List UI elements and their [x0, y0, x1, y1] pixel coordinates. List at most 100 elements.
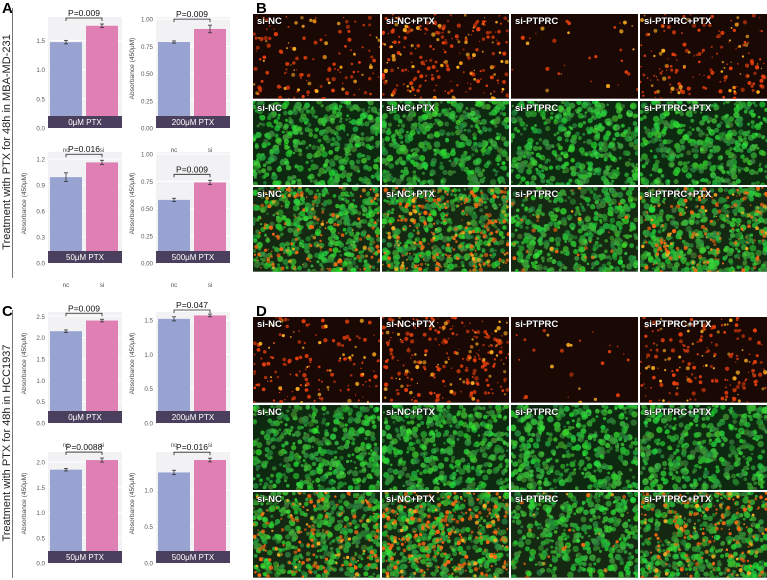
p-value-label: P=0.009 [68, 303, 100, 313]
bar-si [86, 321, 118, 423]
y-tick-label: 1.5 [36, 356, 45, 363]
micrograph-merge-3: si-PTPRC+PTX [640, 187, 767, 272]
y-tick-label: 1.0 [36, 67, 45, 74]
micrograph-label: si-PTPRC [515, 16, 558, 27]
y-tick-label: 0.00 [141, 261, 154, 268]
micrograph-label: si-NC [257, 103, 282, 114]
micrograph-red-3: si-PTPRC+PTX [640, 317, 767, 403]
y-tick-label: 0.75 [141, 44, 154, 51]
y-tick-label: 0.25 [141, 233, 154, 240]
micrograph-label: si-NC+PTX [386, 407, 435, 418]
y-axis-label: Absorbance (450μM) [129, 333, 136, 395]
y-axis-label: Absorbance (450μM) [129, 38, 136, 100]
micrograph-green-2: si-PTPRC [511, 101, 638, 186]
y-tick-label: 2.0 [36, 335, 45, 342]
y-tick-label: 0.9 [36, 182, 45, 189]
micrograph-red-2: si-PTPRC [511, 14, 638, 99]
micrograph-red-0: si-NC [253, 317, 380, 403]
y-tick-label: 0.0 [36, 261, 45, 268]
micrograph-label: si-PTPRC [515, 407, 558, 418]
bar-nc [50, 177, 82, 263]
micrograph-merge-0: si-NC [253, 187, 380, 272]
y-axis-label: Absorbance (450μM) [21, 473, 28, 535]
bar-si [86, 460, 118, 563]
micrograph-green-3: si-PTPRC+PTX [640, 405, 767, 491]
micrograph-grid-d: si-NC si-NC+PTX si-PTPRC si-PTPRC+PTX si-NC s… [253, 317, 767, 578]
micrograph-green-0: si-NC [253, 101, 380, 186]
p-value-label: P=0.016 [176, 442, 208, 452]
y-tick-label: 2.0 [36, 460, 45, 467]
y-tick-label: 0.5 [36, 535, 45, 542]
micrograph-label: si-NC [257, 407, 282, 418]
condition-label: 50μM PTX [66, 253, 105, 262]
y-tick-label: 0.5 [36, 399, 45, 406]
bar-si [194, 29, 226, 128]
p-value-label: P=0.009 [68, 8, 100, 18]
micrograph-label: si-PTPRC [515, 189, 558, 200]
bar-si [194, 315, 226, 423]
micrograph-label: si-PTPRC+PTX [644, 407, 711, 418]
bar-si [86, 26, 118, 128]
micrograph-red-3: si-PTPRC+PTX [640, 14, 767, 99]
micrograph-merge-3: si-PTPRC+PTX [640, 492, 767, 578]
y-tick-label: 0.5 [144, 524, 153, 531]
micrograph-label: si-PTPRC+PTX [644, 103, 711, 114]
x-tick-label: nc [171, 282, 179, 289]
micrograph-label: si-NC+PTX [386, 189, 435, 200]
y-axis-label: Absorbance (450μM) [21, 333, 28, 395]
y-tick-label: 0.50 [141, 206, 154, 213]
condition-label: 0μM PTX [68, 118, 102, 127]
y-tick-label: 0.0 [144, 421, 153, 428]
y-tick-label: 0.0 [36, 421, 45, 428]
x-tick-label: si [208, 282, 213, 289]
micrograph-merge-2: si-PTPRC [511, 187, 638, 272]
y-tick-label: 0.5 [144, 386, 153, 393]
y-tick-label: 2.5 [36, 314, 45, 321]
micrograph-red-2: si-PTPRC [511, 317, 638, 403]
y-axis-label: Absorbance (450μM) [21, 173, 28, 235]
micrograph-merge-0: si-NC [253, 492, 380, 578]
y-tick-label: 1.5 [36, 485, 45, 492]
micrograph-label: si-PTPRC [515, 319, 558, 330]
condition-label: 200μM PTX [172, 118, 215, 127]
x-tick-label: si [100, 282, 105, 289]
bar-si [86, 162, 118, 263]
micrograph-green-2: si-PTPRC [511, 405, 638, 491]
micrograph-label: si-NC [257, 16, 282, 27]
y-tick-label: 0.50 [141, 71, 154, 78]
condition-label: 0μM PTX [68, 413, 102, 422]
micrograph-green-3: si-PTPRC+PTX [640, 101, 767, 186]
micrograph-label: si-NC+PTX [386, 16, 435, 27]
y-tick-label: 1.2 [36, 156, 45, 163]
y-tick-label: 1.00 [141, 17, 154, 24]
micrograph-label: si-NC+PTX [386, 319, 435, 330]
micrograph-label: si-NC+PTX [386, 103, 435, 114]
row-divider-bottom [12, 310, 13, 578]
micrograph-merge-1: si-NC+PTX [382, 492, 509, 578]
condition-label: 500μM PTX [172, 253, 215, 262]
micrograph-label: si-PTPRC+PTX [644, 16, 711, 27]
y-tick-label: 0.0 [144, 561, 153, 568]
bar-nc [158, 472, 190, 563]
micrograph-green-0: si-NC [253, 405, 380, 491]
y-tick-label: 1.00 [141, 152, 154, 159]
bar-si [194, 182, 226, 263]
p-value-label: P=0.009 [176, 164, 208, 174]
y-tick-label: 0.75 [141, 179, 154, 186]
y-tick-label: 0.5 [36, 96, 45, 103]
micrograph-red-0: si-NC [253, 14, 380, 99]
bar-si [194, 460, 226, 563]
condition-label: 50μM PTX [66, 553, 105, 562]
micrograph-label: si-NC+PTX [386, 494, 435, 505]
micrograph-label: si-PTPRC+PTX [644, 494, 711, 505]
y-tick-label: 1.0 [144, 487, 153, 494]
p-value-label: P=0.0088 [66, 442, 103, 452]
y-tick-label: 0.0 [36, 561, 45, 568]
micrograph-red-1: si-NC+PTX [382, 317, 509, 403]
